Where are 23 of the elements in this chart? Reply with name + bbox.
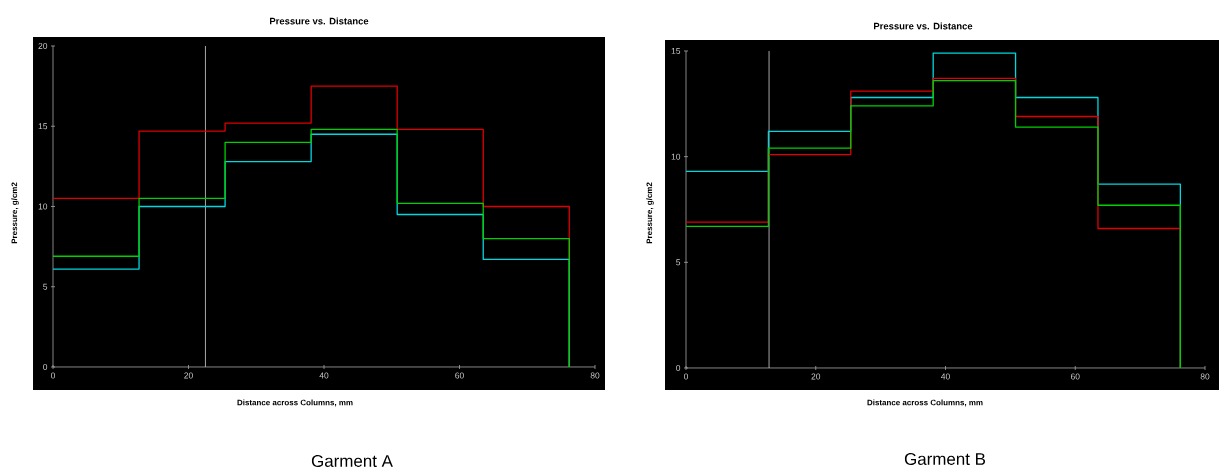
y-tick-label: 15 <box>38 123 48 130</box>
x-tick-label: 40 <box>319 372 329 379</box>
y-tick-label: 10 <box>38 203 48 210</box>
x-tick-label: 0 <box>50 372 56 379</box>
chart-title: Pressure vs. Distance <box>874 22 973 30</box>
text: Garment A <box>311 454 393 467</box>
x-tick-label: 20 <box>811 373 821 380</box>
chart-title: Pressure vs. Distance <box>270 17 369 25</box>
x-tick-label: 60 <box>455 372 464 379</box>
y-tick-label: 10 <box>671 153 681 160</box>
x-tick-label: 80 <box>1200 373 1210 380</box>
x-tick-label: 20 <box>184 372 193 379</box>
y-tick-label: 0 <box>676 364 681 371</box>
y-tick-label: 15 <box>671 48 681 54</box>
x-tick-label: 80 <box>590 372 600 379</box>
y-tick-label: 20 <box>38 42 48 49</box>
text: Garment B <box>904 452 986 465</box>
y-tick-label: 5 <box>43 283 48 290</box>
x-tick-label: 0 <box>683 373 689 380</box>
y-tick-label: 0 <box>43 363 48 370</box>
x-tick-label: 60 <box>1070 373 1080 380</box>
x-tick-label: 40 <box>940 373 950 380</box>
y-tick-label: 5 <box>676 259 681 266</box>
